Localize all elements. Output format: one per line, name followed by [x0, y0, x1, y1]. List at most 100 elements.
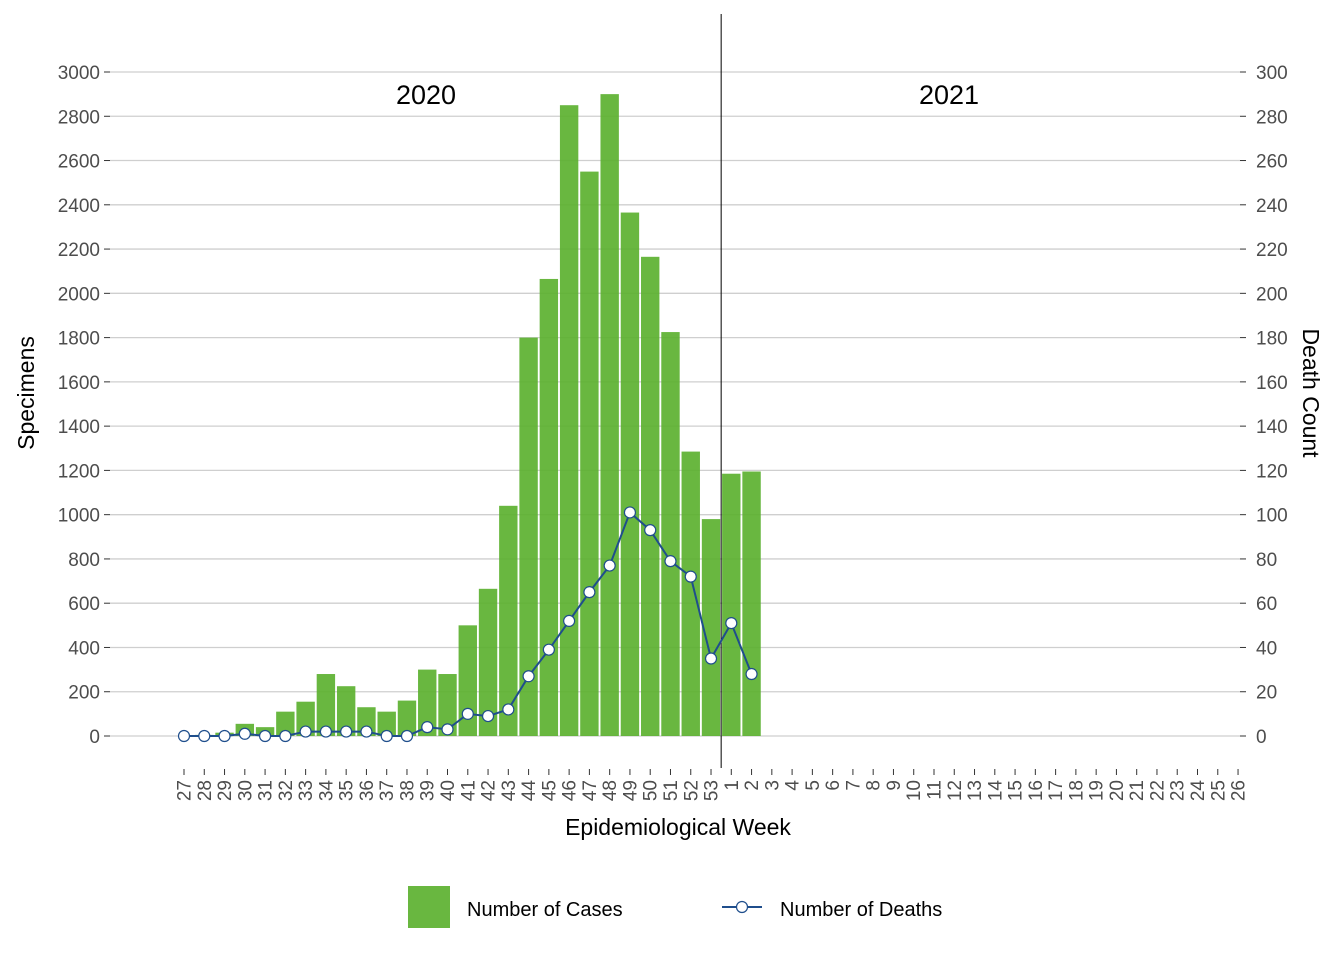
y-tick-label-left: 1400	[58, 417, 100, 438]
x-tick-label-week-47: 47	[580, 780, 601, 801]
x-tick-label-week-13: 13	[965, 780, 986, 801]
x-tick-label-week-24: 24	[1188, 780, 1209, 802]
bar-cases-week-39	[418, 669, 437, 736]
x-tick-label-week-20: 20	[1107, 780, 1128, 801]
y-tick-label-left: 800	[68, 550, 100, 571]
y-tick-label-left: 2800	[58, 107, 100, 128]
bar-cases-week-43	[499, 505, 518, 736]
y-tick-label-left: 1600	[58, 373, 100, 394]
bar-cases-week-41	[458, 625, 477, 736]
death-point-week-30	[238, 727, 251, 740]
y-axis-right-title: Death Count	[1298, 328, 1324, 458]
x-tick-label-week-38: 38	[397, 780, 418, 801]
x-tick-label-week-40: 40	[438, 780, 459, 801]
x-tick-label-week-33: 33	[296, 780, 317, 801]
y-tick-label-right: 0	[1256, 727, 1267, 748]
line-series-deaths	[177, 506, 758, 743]
death-point-week-34	[319, 725, 332, 738]
death-point-week-31	[258, 729, 272, 743]
x-tick-label-week-21: 21	[1127, 780, 1148, 801]
x-tick-label-week-3: 3	[762, 780, 783, 791]
bar-cases-week-47	[580, 171, 599, 737]
x-tick-label-week-12: 12	[945, 780, 966, 801]
death-point-week-52	[684, 570, 697, 583]
bar-cases-week-42	[478, 588, 498, 736]
x-tick-label-week-45: 45	[539, 780, 560, 801]
y-tick-label-left: 400	[68, 638, 100, 659]
bar-cases-week-34	[316, 674, 336, 736]
bar-series-cases	[195, 94, 761, 737]
x-axis-ticks: 27 28 29 30 31 32 33 34 35 36 37 38 39 40 41 42 43 44 45 46…	[175, 769, 1250, 801]
x-tick-label-week-2: 2	[742, 780, 763, 791]
x-tick-label-week-35: 35	[337, 780, 358, 801]
legend-swatch-cases	[408, 886, 450, 928]
death-point-week-37	[380, 729, 393, 743]
death-point-week-29	[218, 729, 231, 743]
y-tick-label-right: 240	[1256, 196, 1288, 217]
x-tick-label-week-8: 8	[864, 780, 885, 791]
death-point-week-36	[360, 725, 373, 738]
death-point-week-33	[299, 725, 312, 738]
x-tick-label-week-16: 16	[1026, 780, 1047, 801]
x-tick-label-week-41: 41	[458, 780, 479, 801]
y-tick-label-right: 160	[1256, 373, 1288, 394]
legend-label-cases: Number of Cases	[467, 899, 623, 921]
bar-cases-week-48	[600, 94, 619, 737]
y-tick-label-left: 3000	[58, 63, 100, 84]
death-point-week-44	[522, 670, 535, 683]
y-tick-label-right: 140	[1256, 417, 1288, 438]
x-tick-label-week-6: 6	[823, 780, 844, 791]
bar-cases-week-38	[397, 700, 417, 736]
bar-cases-week-46	[559, 105, 579, 736]
x-tick-label-week-49: 49	[620, 780, 641, 801]
year-labels: 2020 2021	[396, 80, 979, 110]
x-tick-label-week-43: 43	[499, 780, 520, 801]
death-point-week-43	[502, 703, 515, 716]
x-tick-label-week-44: 44	[519, 780, 540, 802]
x-tick-label-week-1: 1	[722, 780, 743, 791]
bar-cases-week-37	[377, 711, 396, 736]
y-tick-label-left: 0	[89, 727, 100, 748]
year-label-2020: 2020	[396, 80, 456, 110]
death-point-week-39	[421, 721, 434, 734]
y-tick-label-left: 2200	[58, 240, 100, 261]
death-point-week-35	[340, 725, 353, 738]
death-point-week-45	[542, 643, 555, 656]
x-tick-label-week-42: 42	[479, 780, 500, 801]
x-tick-label-week-53: 53	[702, 780, 723, 801]
y-tick-label-right: 300	[1256, 63, 1288, 84]
x-tick-label-week-9: 9	[884, 780, 905, 791]
x-tick-label-week-51: 51	[661, 780, 682, 801]
x-tick-label-week-28: 28	[195, 780, 216, 801]
bar-cases-week-1	[722, 473, 741, 736]
x-tick-label-week-39: 39	[418, 780, 439, 801]
bar-cases-week-2	[742, 471, 761, 736]
death-point-week-2	[745, 667, 758, 681]
bar-cases-week-50	[641, 256, 660, 736]
legend: Number of Cases Number of Deaths	[408, 886, 942, 928]
x-tick-label-week-29: 29	[215, 780, 236, 801]
y-tick-label-left: 200	[68, 683, 100, 704]
y-tick-label-left: 2600	[58, 152, 100, 173]
bar-cases-week-40	[438, 674, 457, 736]
death-point-week-40	[441, 723, 454, 736]
y-tick-label-right: 120	[1256, 461, 1288, 482]
y-tick-label-right: 40	[1256, 638, 1277, 659]
death-point-week-53	[704, 652, 718, 665]
y-tick-label-right: 280	[1256, 107, 1288, 128]
x-tick-label-week-7: 7	[843, 780, 864, 791]
bar-cases-week-32	[276, 711, 295, 736]
x-tick-label-week-14: 14	[985, 780, 1006, 802]
x-tick-label-week-23: 23	[1168, 780, 1189, 801]
y-tick-label-right: 60	[1256, 594, 1277, 615]
death-point-week-48	[603, 559, 616, 572]
x-tick-label-week-34: 34	[316, 780, 337, 802]
x-tick-label-week-11: 11	[924, 780, 945, 800]
y-tick-label-right: 220	[1256, 240, 1288, 261]
death-point-week-1	[725, 617, 738, 630]
x-tick-label-week-52: 52	[681, 780, 702, 801]
y-tick-label-right: 200	[1256, 284, 1288, 305]
x-tick-label-week-26: 26	[1229, 780, 1250, 801]
x-tick-label-week-50: 50	[641, 780, 662, 801]
